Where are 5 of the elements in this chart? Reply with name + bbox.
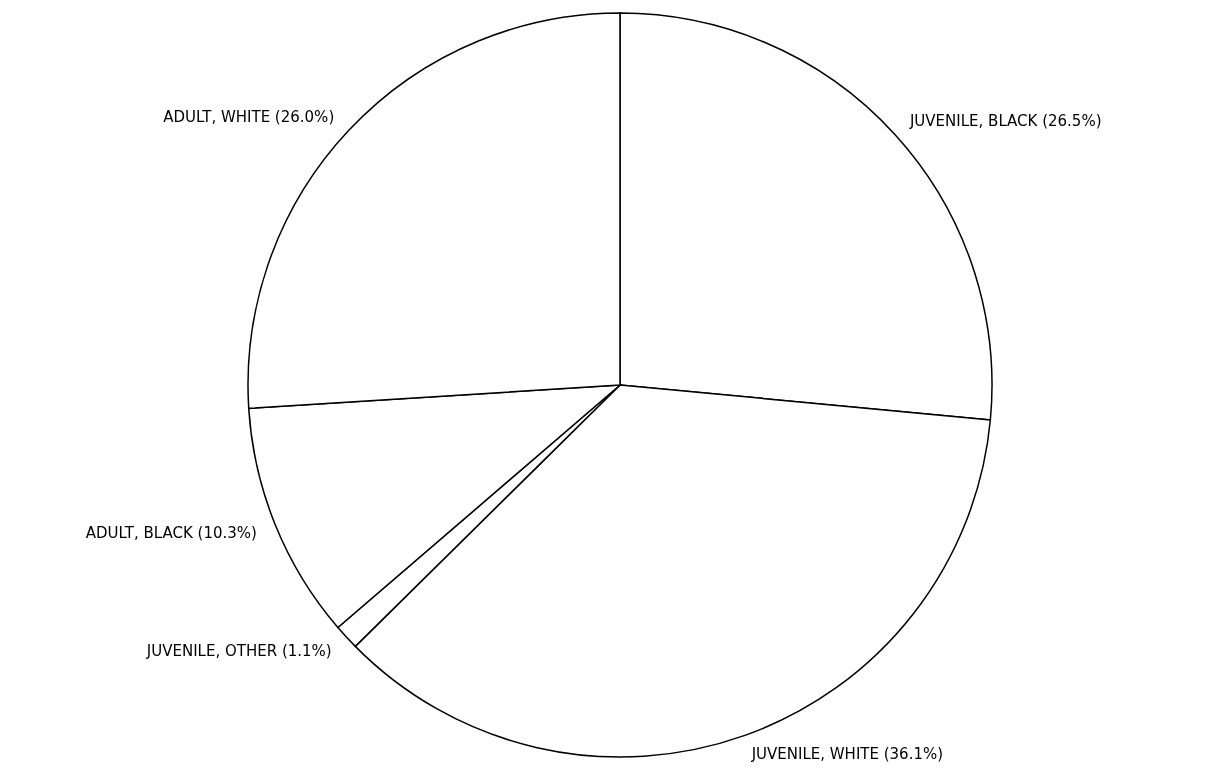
slice-label: ADULT, WHITE (26.0%) bbox=[163, 107, 335, 126]
slice-label: JUVENILE, OTHER (1.1%) bbox=[145, 641, 332, 660]
slice-label: JUVENILE, WHITE (36.1%) bbox=[750, 745, 944, 764]
slice-label: JUVENILE, BLACK (26.5%) bbox=[908, 112, 1102, 131]
slice-label: ADULT, BLACK (10.3%) bbox=[85, 523, 257, 542]
